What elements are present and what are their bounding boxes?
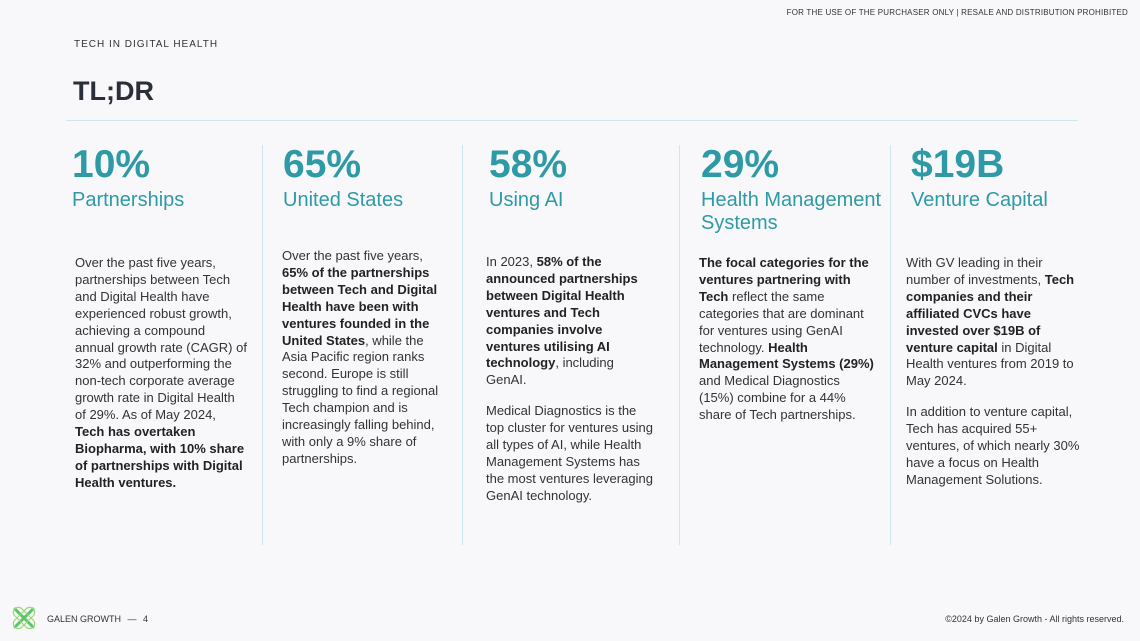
stat-value: 29% xyxy=(701,143,780,186)
column-divider xyxy=(890,145,891,545)
text: reflect the same categories that are dom… xyxy=(699,288,864,355)
stat-header: 10% Partnerships xyxy=(72,143,257,212)
text: Over the past five years, partnerships b… xyxy=(75,255,247,423)
stat-header: 65% United States xyxy=(283,143,468,212)
stat-label: Partnerships xyxy=(72,189,185,211)
text: Medical Diagnostics is the top cluster f… xyxy=(486,403,653,503)
stat-label: Health Management Systems xyxy=(701,189,882,234)
separator: — xyxy=(127,614,137,624)
stat-header: 58% Using AI xyxy=(489,143,674,212)
stat-value: 10% xyxy=(72,143,151,186)
text: In addition to venture capital, Tech has… xyxy=(906,404,1080,487)
paragraph: With GV leading in their number of inves… xyxy=(906,255,1081,390)
stat-value: 58% xyxy=(489,143,568,186)
stat-header: 29% Health Management Systems xyxy=(701,143,886,235)
paragraph: Over the past five years, partnerships b… xyxy=(75,255,247,492)
bold-text: 58% of the announced partnerships betwee… xyxy=(486,254,638,371)
text: and Medical Diagnostics (15%) combine fo… xyxy=(699,373,856,423)
bold-text: Health Management Systems (29%) xyxy=(699,339,874,372)
stat-description: Over the past five years, partnerships b… xyxy=(75,255,247,506)
brand-name: GALEN GROWTH xyxy=(47,614,122,624)
galen-growth-logo-icon xyxy=(12,606,36,630)
paragraph: Medical Diagnostics is the top cluster f… xyxy=(486,403,654,504)
column-divider xyxy=(679,145,680,545)
paragraph: In 2023, 58% of the announced partnershi… xyxy=(486,254,654,389)
stat-description: With GV leading in their number of inves… xyxy=(906,255,1081,503)
bold-text: The focal categories for the ventures pa… xyxy=(699,255,869,304)
text: , while the Asia Pacific region ranks se… xyxy=(282,332,439,466)
stat-header: $19B Venture Capital xyxy=(911,143,1096,212)
copyright: ©2024 by Galen Growth - All rights reser… xyxy=(945,614,1124,624)
page-title: TL;DR xyxy=(73,76,154,106)
text: In 2023, xyxy=(486,254,537,269)
column-divider xyxy=(262,145,263,545)
bold-text: 65% of the partnerships between Tech and… xyxy=(282,264,438,348)
stat-label: United States xyxy=(283,189,404,211)
bold-text: Tech has overtaken Biopharma, with 10% s… xyxy=(75,424,245,490)
stat-description: The focal categories for the ventures pa… xyxy=(699,255,877,438)
page-number: 4 xyxy=(143,614,149,624)
stat-value: 65% xyxy=(283,143,362,186)
paragraph: In addition to venture capital, Tech has… xyxy=(906,404,1081,489)
section-label: TECH IN DIGITAL HEALTH xyxy=(74,39,219,50)
paragraph: The focal categories for the ventures pa… xyxy=(699,255,877,424)
column-divider xyxy=(462,145,463,545)
stat-value: $19B xyxy=(911,143,1005,186)
title-divider xyxy=(66,120,1078,121)
bold-text: Tech companies and their affiliated CVCs… xyxy=(906,271,1075,355)
footer-brand: GALEN GROWTH — 4 xyxy=(47,614,148,624)
stat-label: Venture Capital xyxy=(911,189,1048,211)
paragraph: Over the past five years, 65% of the par… xyxy=(282,248,450,468)
text: in Digital Health ventures from 2019 to … xyxy=(906,339,1074,389)
text: With GV leading in their number of inves… xyxy=(906,255,1045,287)
stat-description: In 2023, 58% of the announced partnershi… xyxy=(486,254,654,519)
stat-label: Using AI xyxy=(489,189,564,211)
text: Over the past five years, xyxy=(282,248,423,263)
usage-notice: FOR THE USE OF THE PURCHASER ONLY | RESA… xyxy=(786,8,1128,17)
stat-description: Over the past five years, 65% of the par… xyxy=(282,248,450,482)
text: , including GenAI. xyxy=(486,355,614,388)
